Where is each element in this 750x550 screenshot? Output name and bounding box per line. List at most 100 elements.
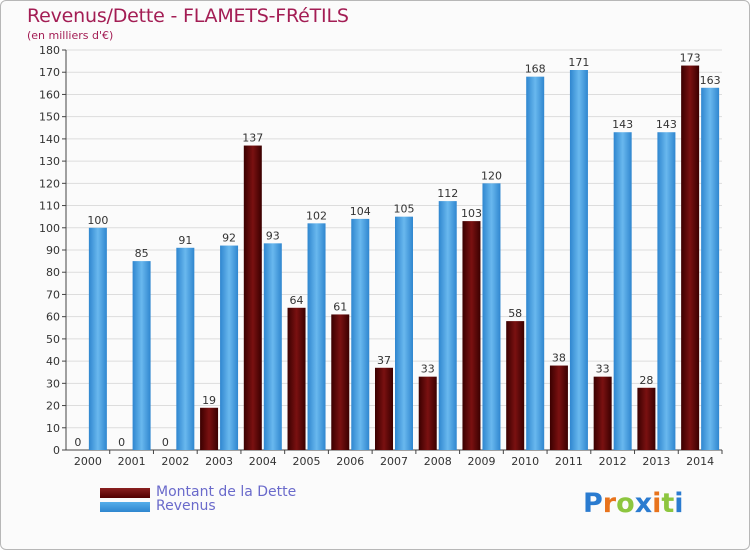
logo-letter: i — [652, 488, 662, 519]
bar-dette — [375, 367, 393, 450]
bar-dette — [462, 221, 481, 450]
y-tick-label: 130 — [39, 155, 60, 168]
data-label-dette: 28 — [639, 374, 653, 387]
data-label-revenus: 105 — [394, 203, 415, 216]
y-tick-label: 110 — [39, 200, 60, 213]
chart-title: Revenus/Dette - FLAMETS-FRéTILS — [27, 5, 349, 27]
data-label-dette: 103 — [461, 207, 482, 220]
bar-revenus — [132, 261, 151, 450]
data-label-revenus: 100 — [87, 214, 108, 227]
data-label-dette: 0 — [118, 436, 125, 449]
bar-dette — [418, 376, 437, 450]
data-label-revenus: 171 — [568, 56, 589, 69]
data-label-revenus: 92 — [222, 232, 236, 245]
y-tick-label: 20 — [46, 400, 60, 413]
x-tick-label: 2004 — [249, 455, 277, 468]
grid-layer: 0102030405060708090100110120130140150160… — [39, 44, 723, 457]
bar-revenus — [351, 218, 370, 450]
y-tick-label: 80 — [46, 266, 60, 279]
x-tick-label: 2009 — [467, 455, 495, 468]
proxiti-logo: Proxiti — [583, 488, 684, 519]
y-tick-label: 100 — [39, 222, 60, 235]
y-tick-label: 70 — [46, 288, 60, 301]
bar-revenus — [569, 70, 588, 450]
y-tick-label: 170 — [39, 66, 60, 79]
x-tick-label: 2013 — [642, 455, 670, 468]
bar-revenus — [701, 87, 720, 451]
data-label-revenus: 102 — [306, 209, 327, 222]
y-tick-label: 90 — [46, 244, 60, 257]
logo-letter: o — [616, 488, 635, 519]
y-tick-label: 30 — [46, 377, 60, 390]
data-label-dette: 38 — [552, 352, 566, 365]
logo-letter: t — [661, 488, 675, 519]
y-tick-label: 50 — [46, 333, 60, 346]
bar-dette — [637, 387, 656, 450]
x-tick-label: 2006 — [336, 455, 364, 468]
bar-dette — [287, 307, 306, 450]
legend-swatch-dette — [100, 488, 150, 498]
logo-letter: x — [634, 488, 653, 519]
data-label-dette: 58 — [508, 307, 522, 320]
x-tick-label: 2010 — [511, 455, 539, 468]
bar-dette — [593, 376, 612, 450]
data-label-dette: 37 — [377, 354, 391, 367]
bar-dette — [549, 365, 568, 450]
data-label-dette: 19 — [202, 394, 216, 407]
legend-label-dette: Montant de la Dette — [156, 484, 297, 500]
bar-revenus — [526, 76, 545, 451]
bar-dette — [243, 145, 262, 451]
data-label-dette: 61 — [333, 300, 347, 313]
x-tick-label: 2008 — [424, 455, 452, 468]
legend-swatch-revenus — [100, 502, 150, 512]
logo-letter: i — [674, 488, 684, 519]
bar-dette — [331, 314, 350, 450]
x-tick-label: 2000 — [74, 455, 102, 468]
data-label-revenus: 91 — [178, 234, 192, 247]
bar-revenus — [88, 227, 107, 450]
legend-label-revenus: Revenus — [156, 498, 216, 514]
data-label-dette: 137 — [242, 132, 263, 145]
y-tick-label: 160 — [39, 88, 60, 101]
y-tick-label: 150 — [39, 111, 60, 124]
bar-revenus — [220, 245, 239, 450]
data-label-dette: 64 — [290, 294, 304, 307]
data-label-revenus: 93 — [266, 229, 280, 242]
bar-revenus — [395, 216, 413, 450]
bar-revenus — [613, 132, 632, 450]
data-label-dette: 0 — [74, 436, 81, 449]
y-tick-label: 60 — [46, 311, 60, 324]
chart-subtitle: (en milliers d'€) — [27, 29, 114, 42]
y-tick-label: 40 — [46, 355, 60, 368]
y-tick-label: 0 — [53, 444, 60, 457]
y-tick-label: 180 — [39, 44, 60, 57]
labels-layer: 2000 0 100 2001 0 85 2002 0 91 2003 19 92 2004 137 93 2… — [74, 52, 721, 468]
x-tick-label: 2005 — [293, 455, 321, 468]
x-tick-label: 2007 — [380, 455, 408, 468]
data-label-revenus: 120 — [481, 169, 502, 182]
bar-revenus — [438, 201, 457, 450]
data-label-revenus: 104 — [350, 205, 371, 218]
x-tick-label: 2001 — [118, 455, 146, 468]
y-tick-label: 120 — [39, 177, 60, 190]
x-tick-label: 2011 — [555, 455, 583, 468]
bar-revenus — [657, 132, 676, 450]
data-label-revenus: 112 — [437, 187, 458, 200]
y-tick-label: 10 — [46, 422, 60, 435]
x-tick-label: 2012 — [599, 455, 627, 468]
data-label-dette: 0 — [162, 436, 169, 449]
data-label-dette: 173 — [680, 52, 701, 65]
data-label-revenus: 163 — [700, 74, 721, 87]
bar-revenus — [482, 183, 501, 451]
data-label-revenus: 143 — [656, 118, 677, 131]
bars-layer — [68, 65, 720, 451]
data-label-dette: 33 — [421, 363, 435, 376]
data-label-dette: 33 — [596, 363, 610, 376]
bar-revenus — [307, 223, 326, 450]
x-tick-label: 2014 — [686, 455, 714, 468]
data-label-revenus: 168 — [525, 63, 546, 76]
bar-dette — [200, 407, 219, 450]
x-tick-label: 2003 — [205, 455, 233, 468]
logo-letter: r — [602, 488, 617, 519]
